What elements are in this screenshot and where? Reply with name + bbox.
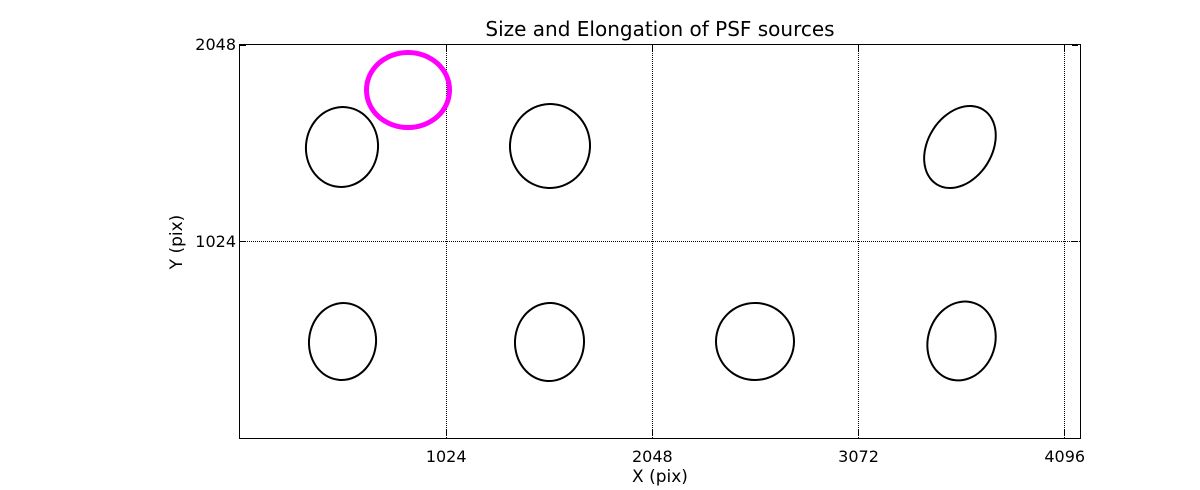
- x-tick-label-2048: 2048: [631, 447, 673, 466]
- x-tick-label-3072: 3072: [838, 447, 879, 466]
- chart-title: Size and Elongation of PSF sources: [485, 17, 835, 41]
- x-tick-top-2048: [651, 45, 653, 51]
- psf-ellipse-1: [300, 102, 384, 192]
- gridline-y-1024: [240, 241, 1080, 242]
- x-tick-bottom-3072: [858, 430, 860, 436]
- psf-ellipse-6: [715, 301, 795, 381]
- x-tick-label-1024: 1024: [425, 447, 467, 466]
- x-tick-top-1024: [445, 45, 447, 51]
- x-axis-label: X (pix): [632, 467, 688, 487]
- x-tick-bottom-4096: [1064, 430, 1066, 436]
- x-tick-top-4096: [1064, 45, 1066, 51]
- y-tick-right-2048: [1072, 44, 1078, 46]
- x-tick-bottom-2048: [651, 430, 653, 436]
- y-tick-label-2048: 2048: [195, 35, 236, 54]
- psf-ellipse-flagged: [364, 50, 452, 130]
- psf-ellipse-4: [304, 298, 382, 385]
- y-tick-left-1024: [240, 241, 246, 242]
- y-tick-label-1024: 1024: [195, 231, 236, 251]
- y-tick-left-2048: [240, 44, 246, 46]
- psf-ellipse-5: [511, 300, 587, 384]
- x-tick-bottom-1024: [445, 430, 447, 436]
- plot-area: [239, 44, 1081, 439]
- x-tick-top-3072: [858, 45, 860, 51]
- y-tick-right-1024: [1072, 241, 1078, 242]
- x-tick-label-4096: 4096: [1044, 447, 1086, 466]
- psf-ellipse-3: [907, 91, 1012, 203]
- psf-ellipse-7: [915, 291, 1008, 392]
- psf-ellipse-2: [506, 100, 595, 192]
